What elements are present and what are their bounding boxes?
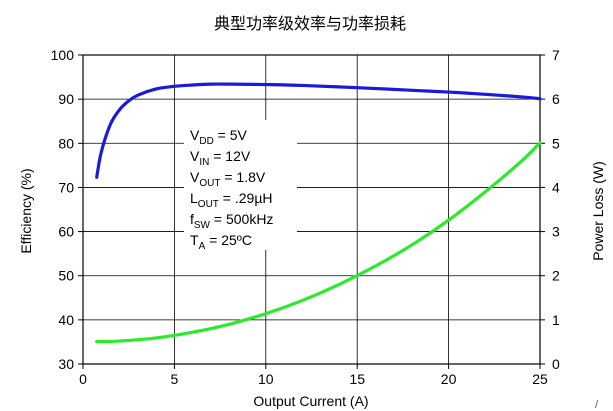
x-tick-label: 10 <box>258 371 274 387</box>
right-tick-label: 5 <box>552 135 560 151</box>
left-axis-ticks: 30 40 50 60 70 80 90 100 <box>51 47 83 372</box>
series-layer <box>95 82 542 344</box>
right-tick-label: 2 <box>552 268 560 284</box>
x-tick-label: 5 <box>171 371 179 387</box>
left-tick-label: 50 <box>58 268 74 284</box>
left-tick-label: 60 <box>58 224 74 240</box>
condition-vdd: VDD = 5V <box>190 127 248 147</box>
right-axis-ticks: 0 1 2 3 4 5 6 7 <box>540 47 560 372</box>
x-tick-label: 20 <box>441 371 457 387</box>
x-tick-label: 0 <box>79 371 87 387</box>
condition-vin: VIN = 12V <box>190 148 251 168</box>
right-tick-label: 3 <box>552 224 560 240</box>
efficiency-curve <box>95 82 542 179</box>
x-axis-ticks: 0 5 10 15 20 25 <box>79 364 548 387</box>
grid <box>83 55 540 364</box>
chart-title: 典型功率级效率与功率损耗 <box>214 14 406 33</box>
right-tick-label: 0 <box>552 356 560 372</box>
conditions-background <box>184 120 297 250</box>
left-tick-label: 70 <box>58 179 74 195</box>
condition-fsw: fSW = 500kHz <box>190 211 273 231</box>
right-tick-label: 6 <box>552 91 560 107</box>
left-tick-label: 80 <box>58 135 74 151</box>
conditions-box: VDD = 5V VIN = 12V VOUT = 1.8V LOUT = .2… <box>184 120 297 252</box>
left-tick-label: 90 <box>58 91 74 107</box>
left-tick-label: 100 <box>51 47 75 63</box>
corner-mark: / <box>595 399 599 411</box>
right-tick-label: 4 <box>552 179 560 195</box>
left-axis-label: Efficiency (%) <box>18 168 34 253</box>
condition-vout: VOUT = 1.8V <box>190 169 266 189</box>
condition-lout: LOUT = .29µH <box>190 190 273 210</box>
right-tick-label: 7 <box>552 47 560 63</box>
right-axis-label: Power Loss (W) <box>590 161 606 261</box>
plot-frame <box>82 54 541 365</box>
x-tick-label: 25 <box>532 371 548 387</box>
left-tick-label: 40 <box>58 312 74 328</box>
x-axis-label: Output Current (A) <box>253 393 368 409</box>
left-tick-label: 30 <box>58 356 74 372</box>
condition-ta: TA = 25ºC <box>190 232 252 252</box>
power-loss-curve <box>95 141 542 344</box>
right-tick-label: 1 <box>552 312 560 328</box>
x-tick-label: 15 <box>349 371 365 387</box>
